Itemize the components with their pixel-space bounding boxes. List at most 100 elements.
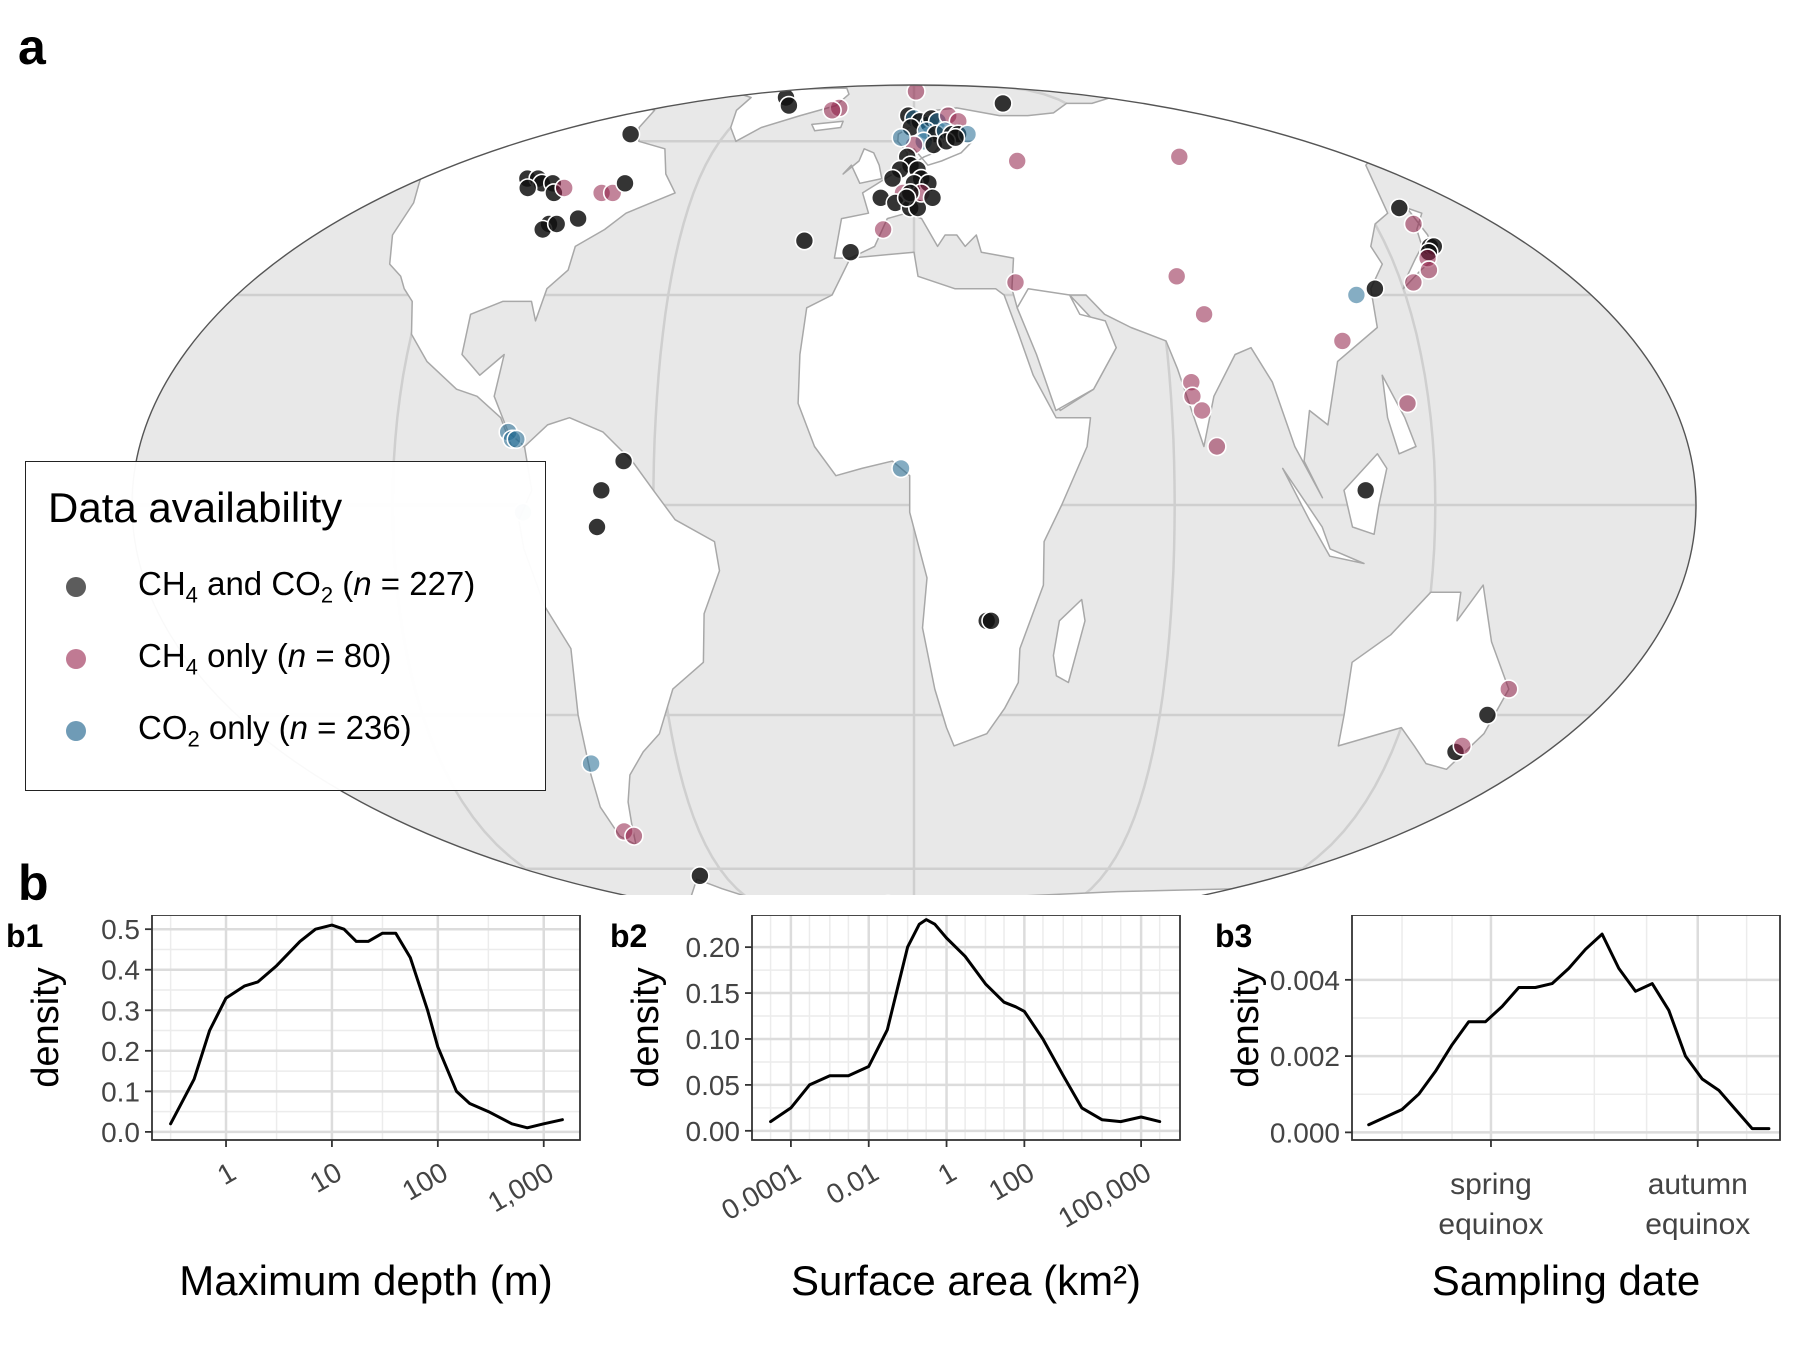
map-point-both [1389, 198, 1410, 218]
x-tick-label: autumn [1648, 1168, 1748, 1201]
legend-dot-both [66, 577, 86, 597]
map-point-co2 [581, 753, 601, 774]
map-point-co2 [891, 127, 912, 148]
map-point-ch4 [1403, 214, 1424, 234]
density-plot-date: 0.000 0.002 0.004 spring equinox autumn equino… [1225, 915, 1781, 1304]
map-point-both [993, 93, 1013, 114]
x-tick-label: 1 [212, 1156, 241, 1191]
plot-background [752, 915, 1180, 1140]
y-tick-label: 0.0 [101, 1117, 140, 1148]
plot-frame [751, 915, 1181, 1141]
land-madagascar [1052, 598, 1086, 684]
map-point-ch4 [1499, 679, 1519, 699]
legend-dot-ch4 [66, 649, 86, 669]
map-point-both [1550, 753, 1570, 774]
y-tick-label: 0.20 [686, 932, 741, 963]
map-point-ch4 [822, 100, 842, 121]
y-tick-label: 0.4 [101, 955, 140, 986]
map-point-both [568, 208, 588, 229]
plot-background [1352, 915, 1780, 1140]
y-tick-label: 0.002 [1270, 1041, 1340, 1072]
density-curve [1367, 932, 1771, 1131]
y-tick-label: 0.05 [686, 1070, 741, 1101]
x-tick-label: equinox [1645, 1208, 1750, 1241]
map-point-ch4 [1207, 436, 1227, 457]
legend-title: Data availability [48, 484, 343, 531]
density-plot-area: 0.00 0.05 0.10 0.15 0.20 0.0001 0.01 1 100 100,00… [625, 915, 1181, 1304]
map-point-both [840, 242, 861, 262]
map-point-both [882, 168, 903, 189]
map-point-co2 [1346, 285, 1367, 305]
y-tick-label: 0.5 [101, 915, 140, 945]
map-point-ch4 [554, 178, 575, 198]
map-point-ch4 [624, 826, 644, 846]
map-points [422, 85, 1570, 895]
map-point-co2 [891, 458, 911, 479]
map-point-ch4 [873, 219, 893, 240]
map-point-ch4 [1192, 400, 1212, 421]
density-curve [169, 923, 564, 1130]
map-point-ch4 [906, 85, 926, 102]
map-point-both [779, 95, 799, 116]
legend-item-ch4: CH4 only (n = 80) [66, 637, 392, 680]
map-point-both [1477, 705, 1498, 725]
map-point-both [591, 480, 612, 501]
x-tick-label: 100,000 [1053, 1156, 1156, 1233]
map-point-ch4 [1166, 266, 1187, 287]
y-axis-title: density [625, 967, 667, 1087]
x-tick-label: 1 [933, 1156, 962, 1191]
land-europe-asia [833, 95, 1441, 499]
legend-item-both: CH4 and CO2 (n = 227) [66, 565, 476, 608]
x-axis-title: Maximum depth (m) [179, 1257, 552, 1304]
land-iceland [811, 120, 844, 132]
map-point-both [794, 230, 815, 251]
map-point-both [922, 188, 943, 208]
map-point-both [945, 127, 966, 148]
y-tick-label: 0.2 [101, 1036, 140, 1067]
map-point-ch4 [445, 100, 466, 121]
y-tick-label: 0.15 [686, 978, 741, 1009]
map-point-both [517, 178, 538, 198]
map-point-both [1365, 278, 1385, 299]
map-point-both [1355, 480, 1376, 501]
legend: Data availability CH4 and CO2 (n = 227) … [25, 461, 546, 791]
map-point-co2 [506, 429, 527, 450]
map-point-both [613, 451, 634, 471]
map-point-ch4 [1332, 331, 1353, 351]
x-tick-label: 100 [983, 1156, 1039, 1206]
y-tick-label: 0.000 [1270, 1117, 1340, 1148]
y-tick-label: 0.1 [101, 1076, 140, 1107]
legend-item-co2: CO2 only (n = 236) [66, 709, 412, 752]
map-point-both [690, 865, 710, 886]
map-point-ch4 [1419, 260, 1439, 280]
land-uk-ireland [842, 148, 883, 185]
plot-background [152, 915, 580, 1140]
legend-label-both: CH4 and CO2 (n = 227) [138, 565, 476, 608]
y-tick-label: 0.004 [1270, 965, 1340, 996]
panel-label-b1: b1 [6, 918, 44, 954]
map-point-ch4 [422, 151, 443, 171]
legend-label-ch4: CH4 only (n = 80) [138, 637, 392, 680]
map-point-ch4 [1005, 272, 1026, 293]
x-tick-label: 100 [397, 1156, 453, 1206]
legend-label-co2: CO2 only (n = 236) [138, 709, 412, 752]
map-point-both [587, 517, 607, 537]
map-point-both [896, 188, 917, 208]
y-axis-title: density [1225, 967, 1267, 1087]
map-point-both [620, 124, 641, 144]
map-point-ch4 [1452, 736, 1473, 756]
x-axis-title: Sampling date [1432, 1257, 1701, 1304]
map-point-ch4 [439, 100, 460, 121]
land-arabia [1016, 287, 1117, 412]
land-south-america [518, 416, 721, 846]
x-tick-label: 0.01 [821, 1156, 884, 1210]
density-curve [769, 918, 1162, 1124]
x-tick-label: spring [1450, 1168, 1532, 1201]
x-tick-label: equinox [1438, 1208, 1543, 1241]
map-point-ch4 [1397, 393, 1418, 414]
map-point-ch4 [1007, 151, 1028, 171]
map-point-ch4 [1403, 272, 1424, 293]
x-tick-label: 0.0001 [716, 1156, 806, 1226]
y-axis-title: density [25, 967, 67, 1087]
panel-label-a: a [18, 19, 46, 75]
